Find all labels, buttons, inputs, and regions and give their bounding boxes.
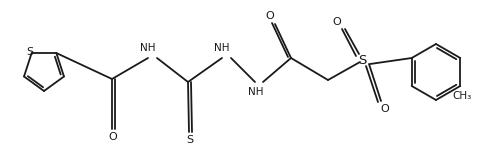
- Text: O: O: [265, 11, 274, 21]
- Text: O: O: [381, 104, 389, 114]
- Text: CH₃: CH₃: [453, 91, 472, 101]
- Text: NH: NH: [214, 43, 230, 53]
- Text: NH: NH: [248, 87, 264, 97]
- Text: S: S: [358, 53, 366, 67]
- Text: S: S: [186, 135, 194, 145]
- Text: O: O: [109, 132, 118, 142]
- Text: O: O: [333, 17, 342, 27]
- Text: NH: NH: [140, 43, 156, 53]
- Text: S: S: [26, 47, 33, 57]
